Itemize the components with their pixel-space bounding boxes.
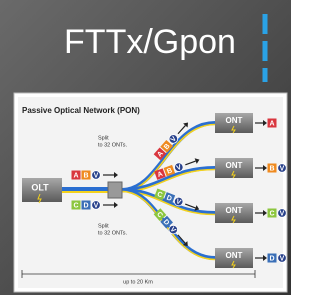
diagram-title: Passive Optical Network (PON) xyxy=(22,106,140,115)
page: FTTx/Gpon Passive Optical Network (PON) … xyxy=(0,0,291,295)
chip-label: V xyxy=(94,202,99,209)
chip-label: A xyxy=(73,172,78,179)
slide-title: FTTx/Gpon xyxy=(64,23,236,61)
chip-label: C xyxy=(269,210,274,217)
chip-label: V xyxy=(280,210,285,217)
ont-label: ONT xyxy=(226,161,243,170)
chip-label: V xyxy=(94,172,99,179)
split-note: Split xyxy=(98,135,109,141)
chip-label: A xyxy=(269,120,274,127)
ont-label: ONT xyxy=(226,206,243,215)
chip-label: V xyxy=(280,255,285,262)
packet: A xyxy=(268,119,277,128)
ont-label: ONT xyxy=(226,251,243,260)
slide: FTTx/Gpon Passive Optical Network (PON) … xyxy=(0,0,291,295)
chip-label: C xyxy=(73,202,78,209)
ont-label: ONT xyxy=(226,116,243,125)
splitter xyxy=(108,182,122,198)
split-note: to 32 ONTs. xyxy=(98,142,128,148)
chip-label: V xyxy=(280,165,285,172)
chip-label: B xyxy=(83,172,88,179)
chip-label: D xyxy=(83,202,88,209)
olt-label: OLT xyxy=(31,182,49,192)
split-note: to 32 ONTs. xyxy=(98,230,128,236)
chip-label: B xyxy=(269,165,274,172)
chip-label: D xyxy=(269,255,274,262)
split-note: Split xyxy=(98,223,109,229)
distance-label: up to 20 Km xyxy=(123,279,153,285)
